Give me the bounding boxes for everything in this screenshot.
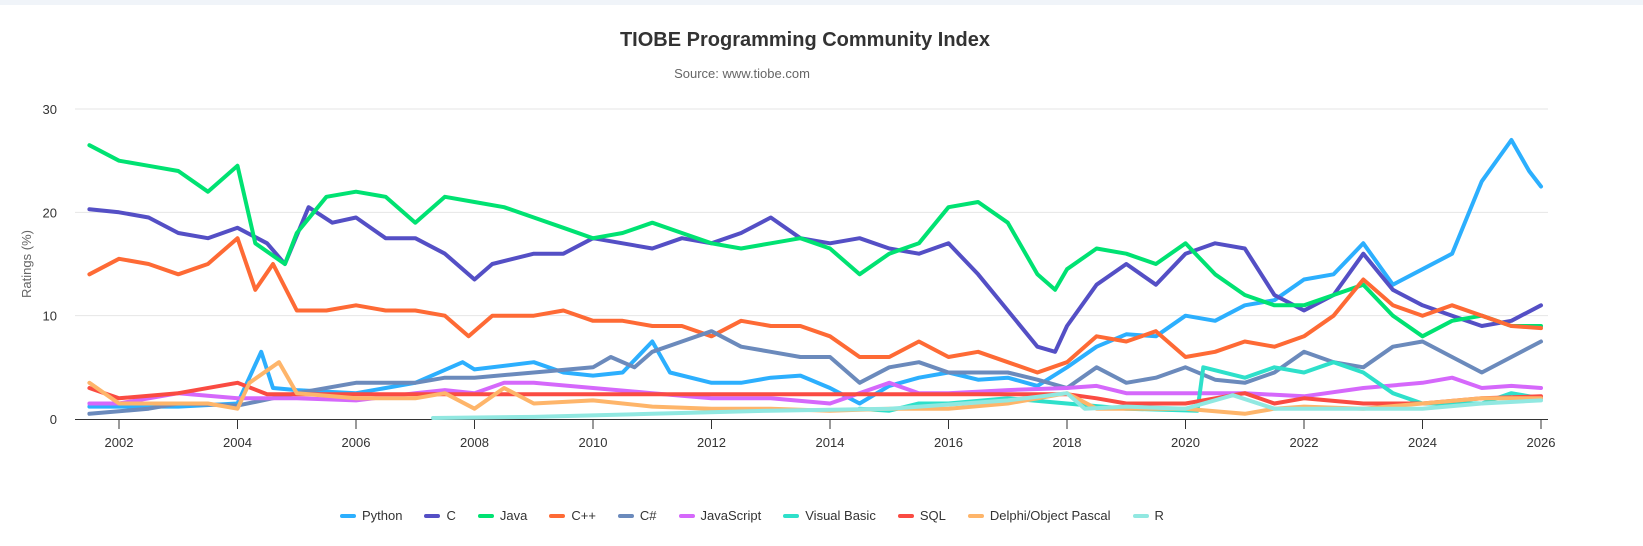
legend-swatch — [477, 513, 494, 518]
legend: Python C Java C++ C# JavaScript Visual Basic SQ… — [340, 508, 1164, 523]
legend-swatch — [340, 513, 356, 518]
series-line-python — [87, 138, 1543, 409]
x-tick-label: 2002 — [105, 435, 134, 450]
x-tick-label: 2010 — [579, 435, 608, 450]
x-tick-label: 2022 — [1290, 435, 1319, 450]
x-tick-label: 2024 — [1408, 435, 1437, 450]
x-tick-label: 2026 — [1527, 435, 1556, 450]
legend-swatch — [897, 513, 914, 518]
legend-label: Python — [362, 508, 403, 523]
legend-item[interactable]: R — [1132, 508, 1164, 523]
series-line-c- — [87, 329, 1543, 416]
legend-swatch — [678, 513, 695, 518]
legend-label: Delphi/Object Pascal — [989, 508, 1111, 523]
legend-label: JavaScript — [700, 508, 762, 523]
legend-item[interactable]: SQL — [897, 508, 946, 523]
legend-item[interactable]: Delphi/Object Pascal — [967, 508, 1111, 523]
y-tick-label: 30 — [43, 102, 57, 117]
legend-swatch — [967, 513, 984, 518]
legend-swatch — [783, 513, 800, 518]
y-tick-label: 20 — [43, 205, 57, 220]
top-border — [0, 0, 1643, 5]
legend-swatch — [617, 513, 634, 518]
series-line-sql — [87, 380, 1543, 406]
x-tick-label: 2004 — [223, 435, 252, 450]
legend-label: Java — [499, 508, 528, 523]
legend-swatch — [1132, 513, 1149, 518]
series-line-delphi-object-pascal — [87, 360, 1543, 416]
x-tick-label: 2008 — [460, 435, 489, 450]
legend-item[interactable]: Java — [477, 508, 528, 523]
y-axis-label: Ratings (%) — [19, 230, 34, 298]
legend-item[interactable]: C# — [617, 508, 657, 523]
legend-label: C++ — [571, 508, 596, 523]
legend-swatch — [424, 513, 441, 518]
legend-item[interactable]: C — [424, 508, 456, 523]
legend-item[interactable]: JavaScript — [678, 508, 762, 523]
x-tick-label: 2012 — [697, 435, 726, 450]
x-tick-label: 2016 — [934, 435, 963, 450]
series-line-r — [431, 391, 1543, 420]
legend-label: C# — [639, 508, 657, 523]
legend-label: SQL — [919, 508, 946, 523]
legend-label: R — [1154, 508, 1164, 523]
y-tick-label: 10 — [43, 309, 57, 324]
x-tick-label: 2006 — [342, 435, 371, 450]
legend-item[interactable]: C++ — [549, 508, 596, 523]
series-line-c — [87, 205, 1543, 354]
legend-label: C — [446, 508, 456, 523]
chart-subtitle: Source: www.tiobe.com — [674, 66, 810, 81]
legend-swatch — [549, 513, 566, 518]
x-tick-label: 2018 — [1053, 435, 1082, 450]
series-line-java — [87, 143, 1543, 339]
y-tick-label: 0 — [50, 412, 57, 427]
chart-title: TIOBE Programming Community Index — [620, 29, 990, 51]
series-line-c- — [87, 236, 1543, 375]
x-tick-label: 2020 — [1171, 435, 1200, 450]
legend-item[interactable]: Python — [340, 508, 402, 523]
legend-item[interactable]: Visual Basic — [783, 508, 876, 523]
x-tick-label: 2014 — [816, 435, 845, 450]
legend-label: Visual Basic — [805, 508, 876, 523]
